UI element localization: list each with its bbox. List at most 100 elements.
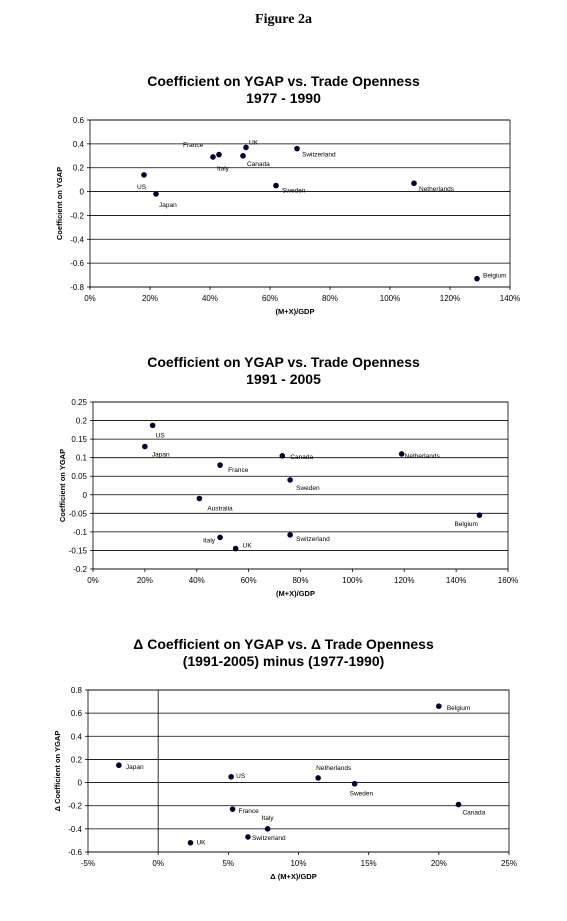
chart-3-point (187, 839, 194, 846)
chart-1-ytick-label: 0.6 (73, 116, 85, 125)
chart-2-point (279, 453, 286, 459)
chart-3-point-label: UK (196, 840, 206, 847)
chart-3-title: Δ Coefficient on YGAP vs. Δ Trade Openne… (0, 636, 567, 670)
chart-2-point-label: Belgium (454, 521, 477, 528)
chart-1-xtick-label: 0% (84, 294, 96, 303)
chart-3-point-label: Sweden (350, 791, 374, 798)
chart-2-xtick-label: 0% (87, 576, 99, 585)
chart-1-subtitle: 1977 - 1990 (246, 90, 321, 106)
chart-3-plot-border (87, 689, 510, 853)
chart-2-point-label: Netherlands (405, 453, 441, 460)
chart-2-point (149, 422, 156, 429)
chart-2-xtick-label: 60% (241, 576, 257, 585)
figure-title: Figure 2a (255, 12, 312, 27)
chart-1-y-axis-title: Coefficient on YGAP (55, 167, 64, 240)
chart-1-ytick-label: -0.4 (70, 235, 84, 244)
chart-2-point (398, 451, 405, 457)
chart-2-point (217, 462, 223, 468)
chart-1-point (294, 145, 300, 152)
chart-2-ytick-label: -0.05 (69, 509, 88, 518)
chart-3-point-label: US (236, 773, 246, 780)
chart-2-point-label: France (228, 467, 249, 474)
chart-2-xtick-label: 80% (292, 576, 308, 585)
chart-3-xtick-label: 20% (431, 859, 447, 868)
chart-3-point (351, 780, 358, 787)
chart-2-ytick-label: -0.15 (69, 546, 88, 555)
chart-2-x-axis-title: (M+X)/GDP (276, 589, 315, 598)
chart-1-point (210, 154, 216, 160)
chart-1-point-label: Sweden (282, 188, 306, 195)
chart-3-point (229, 806, 236, 812)
chart-1-point (243, 144, 249, 151)
chart-2-y-axis-title: Coefficient on YGAP (58, 449, 67, 522)
chart-1-xtick-label: 100% (380, 294, 400, 303)
chart-1-xtick-label: 80% (322, 294, 338, 303)
chart-2-point-label: UK (243, 543, 253, 550)
chart-3-ytick-label: -0.2 (68, 802, 82, 811)
chart-3-point-label: Netherlands (316, 765, 352, 772)
chart-2-ytick-label: -0.2 (73, 565, 87, 574)
chart-1-point (474, 275, 480, 282)
chart-1-point (273, 182, 279, 189)
chart-1-point-label: Italy (217, 166, 230, 173)
chart-1-xtick-label: 20% (142, 294, 158, 303)
chart-2-ytick-label: 0 (83, 491, 88, 500)
chart-2-point (217, 534, 223, 541)
chart-2-point-label: Japan (152, 452, 170, 459)
chart-3-xtick-label: 5% (223, 859, 235, 868)
chart-1-plot: -0.8 -0.6 -0.4 -0.2 0 0.2 0.4 0.6 0% 20% 40% 60% 80%… (55, 116, 520, 316)
chart-2-ytick-label: 0.2 (76, 417, 88, 426)
chart-1-point-label: Belgium (483, 273, 506, 280)
chart-3-title-line: Δ Coefficient on YGAP vs. Δ Trade Openne… (133, 636, 434, 652)
chart-1-point (240, 152, 246, 159)
chart-3-ytick-label: 0.6 (71, 709, 83, 718)
chart-2-point-label: US (156, 432, 166, 439)
chart-3-point-label: Canada (462, 810, 485, 817)
chart-2-point-label: Australia (207, 505, 233, 512)
chart-2-subtitle: 1991 - 2005 (246, 371, 321, 387)
chart-1-ytick-label: 0 (80, 188, 85, 197)
chart-3-point (455, 801, 462, 808)
chart-2-point-label: Sweden (296, 485, 320, 492)
chart-1-point-label: France (183, 142, 204, 149)
chart-3-ytick-label: 0.4 (71, 732, 83, 741)
chart-2-plot: -0.2 -0.15 -0.1 -0.05 0 0.05 0.1 0.15 0.2 0.25 0% 2… (58, 398, 518, 598)
chart-1-point-label: Switzerland (302, 152, 336, 159)
chart-2-point (287, 532, 293, 538)
chart-1-point-label: US (137, 184, 147, 191)
chart-3-point-label: Switzerland (252, 835, 286, 842)
chart-1-point-label: UK (249, 139, 259, 146)
chart-3-point (264, 826, 271, 832)
chart-1-ytick-label: -0.8 (70, 283, 84, 292)
chart-3-ytick-label: -0.6 (68, 848, 82, 857)
chart-1-point-label: Canada (247, 161, 270, 168)
chart-2-xtick-label: 120% (394, 576, 414, 585)
chart-1-ytick-label: -0.6 (70, 259, 84, 268)
chart-1-point (141, 172, 147, 178)
chart-3-xtick-label: 0% (152, 859, 164, 868)
chart-2-ytick-label: 0.05 (71, 472, 87, 481)
chart-3-point (436, 703, 442, 709)
chart-1-point-label: Japan (159, 202, 177, 209)
chart-3-point (315, 775, 321, 781)
chart-1-xtick-label: 120% (440, 294, 460, 303)
chart-3-ytick-label: -0.4 (68, 825, 82, 834)
chart-3-x-axis-title: Δ (M+X)/GDP (270, 872, 316, 881)
chart-2-ytick-label: -0.1 (73, 528, 87, 537)
chart-3-plot: -0.6 -0.4 -0.2 0 0.2 0.4 0.6 0.8 -5% 0% 5% 10% 15% 20… (53, 686, 517, 881)
chart-2-point (287, 477, 293, 483)
chart-1-xtick-label: 60% (262, 294, 278, 303)
chart-3-point-label: France (239, 808, 260, 815)
chart-1-ytick-label: -0.2 (70, 211, 84, 220)
chart-3-xtick-label: 15% (361, 859, 377, 868)
chart-2-point-label: Italy (203, 537, 216, 544)
chart-3-subtitle: (1991-2005) minus (1977-1990) (182, 653, 385, 669)
chart-3-ytick-label: 0.2 (71, 755, 83, 764)
chart-1-xtick-label: 140% (500, 294, 520, 303)
chart-3-xtick-label: 25% (501, 859, 517, 868)
chart-2-ytick-label: 0.1 (76, 454, 88, 463)
chart-2-point-label: Canada (290, 454, 313, 461)
chart-3-point-label: Japan (126, 764, 144, 771)
chart-1-ytick-label: 0.4 (73, 140, 85, 149)
chart-1-x-axis-title: (M+X)/GDP (276, 307, 315, 316)
